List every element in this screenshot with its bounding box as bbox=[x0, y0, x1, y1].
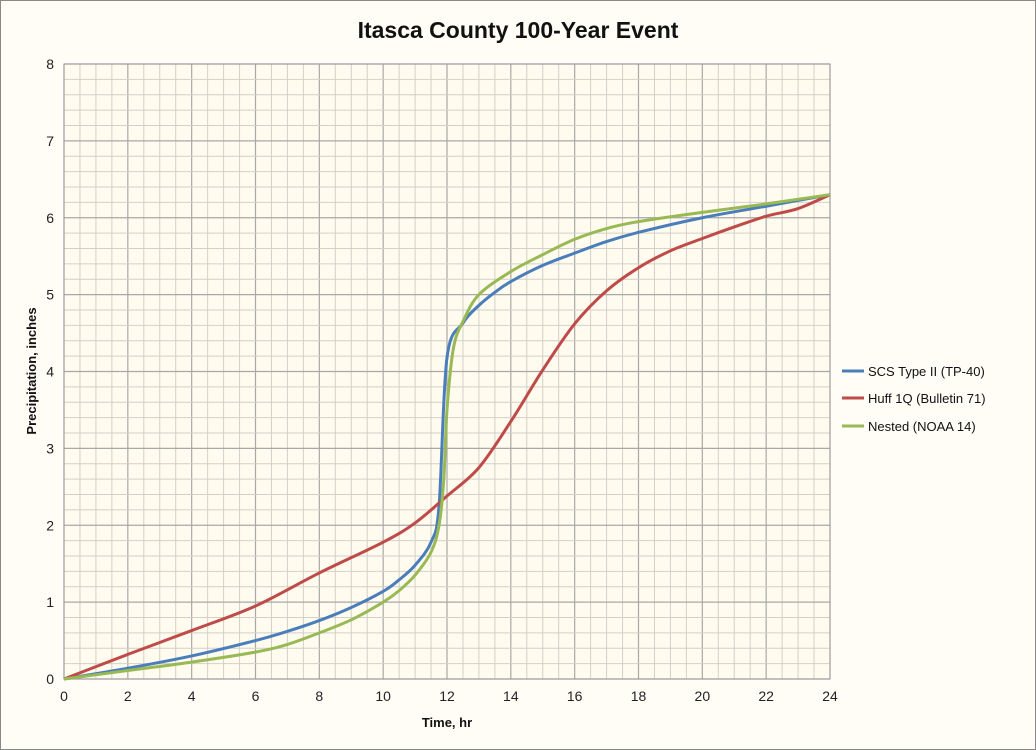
legend: SCS Type II (TP-40) Huff 1Q (Bulletin 71)… bbox=[842, 364, 986, 434]
x-tick-label: 16 bbox=[567, 688, 583, 704]
x-tick-label: 22 bbox=[758, 688, 774, 704]
chart-title: Itasca County 100-Year Event bbox=[358, 17, 679, 43]
x-tick-label: 24 bbox=[822, 688, 838, 704]
series-line bbox=[63, 193, 831, 681]
y-tick-label: 5 bbox=[46, 287, 54, 303]
x-tick-label: 0 bbox=[60, 688, 68, 704]
x-tick-label: 8 bbox=[315, 688, 323, 704]
y-tick-label: 8 bbox=[46, 56, 54, 72]
y-tick-label: 1 bbox=[46, 594, 54, 610]
legend-label: SCS Type II (TP-40) bbox=[868, 364, 985, 379]
x-tick-label: 12 bbox=[439, 688, 455, 704]
y-tick-label: 3 bbox=[46, 440, 54, 456]
x-tick-label: 4 bbox=[188, 688, 196, 704]
x-tick-label: 18 bbox=[631, 688, 647, 704]
series-lines bbox=[63, 193, 831, 681]
y-tick-label: 0 bbox=[46, 671, 54, 687]
y-tick-label: 4 bbox=[46, 364, 54, 380]
y-tick-label: 7 bbox=[46, 133, 54, 149]
legend-label: Huff 1Q (Bulletin 71) bbox=[868, 391, 986, 406]
series-line bbox=[63, 193, 831, 681]
y-tick-label: 2 bbox=[46, 517, 54, 533]
x-tick-label: 6 bbox=[252, 688, 260, 704]
x-tick-label: 2 bbox=[124, 688, 132, 704]
x-tick-label: 20 bbox=[695, 688, 711, 704]
y-axis-label: Precipitation, inches bbox=[24, 307, 39, 434]
legend-label: Nested (NOAA 14) bbox=[868, 419, 976, 434]
x-tick-label: 10 bbox=[375, 688, 391, 704]
y-tick-label: 6 bbox=[46, 210, 54, 226]
x-tick-label: 14 bbox=[503, 688, 519, 704]
series-line bbox=[63, 193, 831, 681]
plot-border bbox=[63, 63, 831, 680]
x-axis-label: Time, hr bbox=[422, 715, 472, 730]
